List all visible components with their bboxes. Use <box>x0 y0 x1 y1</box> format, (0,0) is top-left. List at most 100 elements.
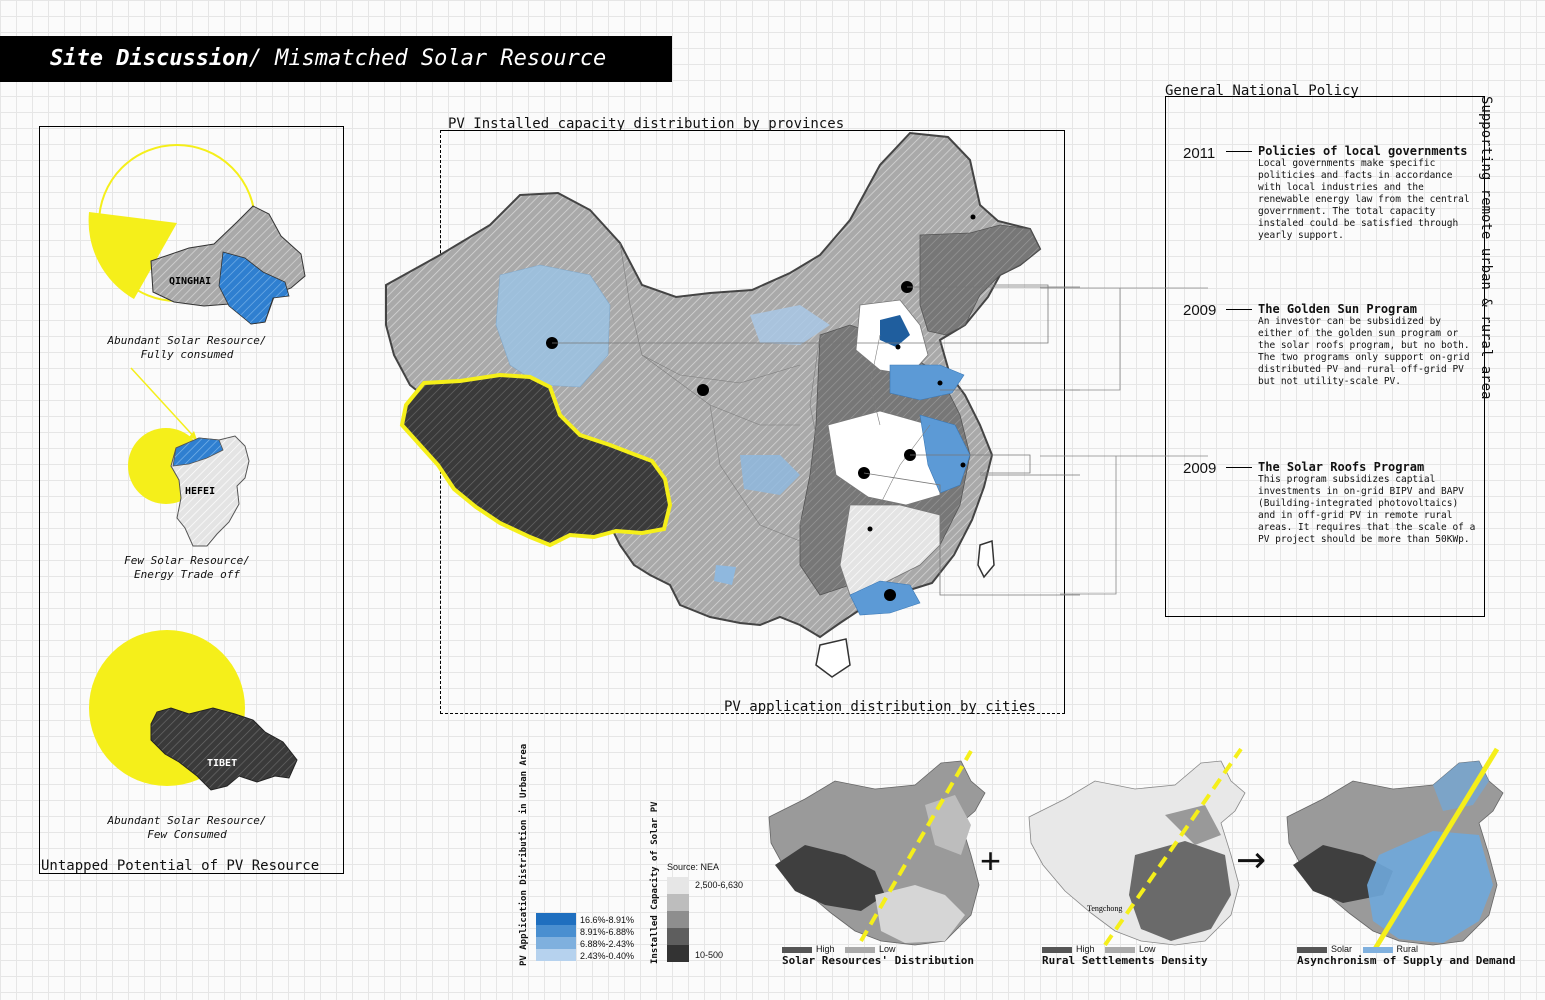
policy-year-1: 2011 <box>1183 145 1216 162</box>
solar-legend-a: High <box>816 944 835 954</box>
connector-arrow <box>130 367 198 441</box>
left-panel <box>39 126 344 874</box>
solar-legend-swatch-b <box>845 946 876 953</box>
async-legend-b: Rural <box>1396 944 1419 954</box>
qinghai-highlight <box>218 251 290 325</box>
main-map-frame-top <box>440 130 1065 132</box>
title-rest: / Mismatched Solar Resource <box>248 46 607 71</box>
tibet-caption-1: Abundant Solar Resource/ <box>107 814 267 827</box>
legend-urban-row-4: 2.43%-0.40% <box>536 948 635 961</box>
legend-capacity-bottom: 10-500 <box>695 950 724 960</box>
policy-dash-1 <box>1226 151 1252 152</box>
small-map-solar <box>768 749 986 946</box>
taiwan-island <box>977 539 995 579</box>
policy-panel <box>1165 96 1485 617</box>
qinghai-caption-1: Abundant Solar Resource/ <box>107 334 267 347</box>
plus-operator: + <box>980 840 1002 881</box>
tibet-caption-2: Few Consumed <box>147 828 227 841</box>
solar-wedge-qinghai <box>88 212 177 299</box>
leader-lines <box>552 284 1080 596</box>
northeast-region <box>919 224 1041 336</box>
legend-capacity-swatch-5 <box>667 945 689 962</box>
province-boundaries <box>619 242 931 546</box>
qinghai-label: QINGHAI <box>169 276 211 287</box>
policy-year-2: 2009 <box>1183 302 1217 319</box>
rural-legend-swatch-a <box>1042 946 1072 953</box>
policy-text-3: The Solar Roofs Program This program sub… <box>1258 460 1480 546</box>
title-bold: Site Discussion <box>50 46 249 71</box>
legend-urban-label-1: 16.6%-8.91% <box>580 915 635 925</box>
tibet-caption: Abundant Solar Resource/ Few Consumed <box>59 814 315 842</box>
legend-capacity-bar <box>667 877 689 962</box>
left-panel-graphics: QINGHAI HEFEI TIBET <box>88 144 306 791</box>
rural-map-place-label: Tengchong <box>1087 904 1122 913</box>
small-map-rural-legend: High Low <box>1042 944 1156 954</box>
policy-text-1: Policies of local governments Local gove… <box>1258 144 1480 242</box>
legend-urban-row-1: 16.6%-8.91% <box>536 912 635 925</box>
legend-urban-swatch-4 <box>536 948 576 961</box>
blue-shandong <box>889 364 965 401</box>
blue-sichuan <box>740 455 800 495</box>
policy-item-1: 2011 <box>1183 143 1215 162</box>
policy-item-3: 2009 <box>1183 458 1216 477</box>
policy-title-1: Policies of local governments <box>1258 144 1468 158</box>
blue-xinjiang-east <box>495 264 611 388</box>
policy-dash-2 <box>1226 309 1252 310</box>
qinghai-caption: Abundant Solar Resource/ Fully consumed <box>59 334 315 362</box>
legend-urban-label-2: 8.91%-6.88% <box>580 927 635 937</box>
qinghai-caption-2: Fully consumed <box>140 348 234 361</box>
small-map-solar-legend: High Low <box>782 944 896 954</box>
policy-heading: General National Policy <box>1165 83 1359 99</box>
rural-legend-b: Low <box>1139 944 1156 954</box>
hefei-highlight <box>172 437 224 467</box>
legend-urban-title: PV Application Distribution in Urban Are… <box>519 743 529 966</box>
legend-urban: 16.6%-8.91% 8.91%-6.88% 6.88%-2.43% 2.43… <box>536 912 635 961</box>
hefei-caption: Few Solar Resource/ Energy Trade off <box>59 554 315 582</box>
async-legend-swatch-a <box>1297 946 1327 953</box>
policy-desc-1: Local governments make specific politici… <box>1258 158 1470 241</box>
policy-side-label: Supporting remote urban & rural area <box>1478 96 1494 400</box>
blue-beijing <box>880 315 910 347</box>
tibet-outline <box>150 707 298 791</box>
legend-urban-label-3: 6.88%-2.43% <box>580 939 635 949</box>
solar-legend-b: Low <box>879 944 896 954</box>
small-map-rural-caption: Rural Settlements Density <box>1042 954 1208 967</box>
main-map-bottom-label: PV application distribution by cities <box>724 699 1036 715</box>
async-legend-swatch-b <box>1362 946 1393 953</box>
legend-capacity-source: Source: NEA <box>667 862 720 872</box>
hainan-island <box>815 638 851 678</box>
legend-capacity-swatch-4 <box>667 928 689 945</box>
tibet-label: TIBET <box>207 758 237 769</box>
blue-inner-mongolia <box>750 305 830 345</box>
blue-small-southwest <box>714 565 736 585</box>
legend-urban-swatch-1 <box>536 912 576 925</box>
small-map-async <box>1286 747 1504 951</box>
rural-legend-swatch-b <box>1105 946 1136 953</box>
policy-connectors <box>1040 287 1208 595</box>
hefei-caption-2: Energy Trade off <box>134 568 240 581</box>
legend-capacity-swatch-1 <box>667 877 689 894</box>
policy-desc-2: An investor can be subsidized by either … <box>1258 316 1470 387</box>
legend-capacity-top: 2,500-6,630 <box>695 880 744 890</box>
policy-text-2: The Golden Sun Program An investor can b… <box>1258 302 1480 388</box>
legend-capacity-swatch-2 <box>667 894 689 911</box>
policy-desc-3: This program subsidizes captial investme… <box>1258 474 1476 545</box>
light-south-region <box>839 504 941 596</box>
legend-urban-label-4: 2.43%-0.40% <box>580 951 635 961</box>
legend-capacity-swatch-3 <box>667 911 689 928</box>
async-legend-a: Solar <box>1331 944 1353 954</box>
legend-urban-swatch-3 <box>536 936 576 949</box>
hefei-caption-1: Few Solar Resource/ <box>124 554 250 567</box>
rural-legend-a: High <box>1076 944 1095 954</box>
legend-urban-row-2: 8.91%-6.88% <box>536 924 635 937</box>
small-map-solar-caption: Solar Resources' Distribution <box>782 954 975 967</box>
policy-title-3: The Solar Roofs Program <box>1258 460 1425 474</box>
city-dot-lanzhou <box>697 384 709 396</box>
legend-urban-row-3: 6.88%-2.43% <box>536 936 635 949</box>
blue-jiangsu <box>919 414 971 494</box>
small-map-async-caption: Asynchronism of Supply and Demand <box>1297 954 1516 967</box>
city-dot-guangzhou <box>884 589 896 601</box>
policy-year-3: 2009 <box>1183 460 1217 477</box>
small-map-async-legend: Solar Rural <box>1297 944 1418 954</box>
main-map-top-label: PV Installed capacity distribution by pr… <box>448 116 845 132</box>
